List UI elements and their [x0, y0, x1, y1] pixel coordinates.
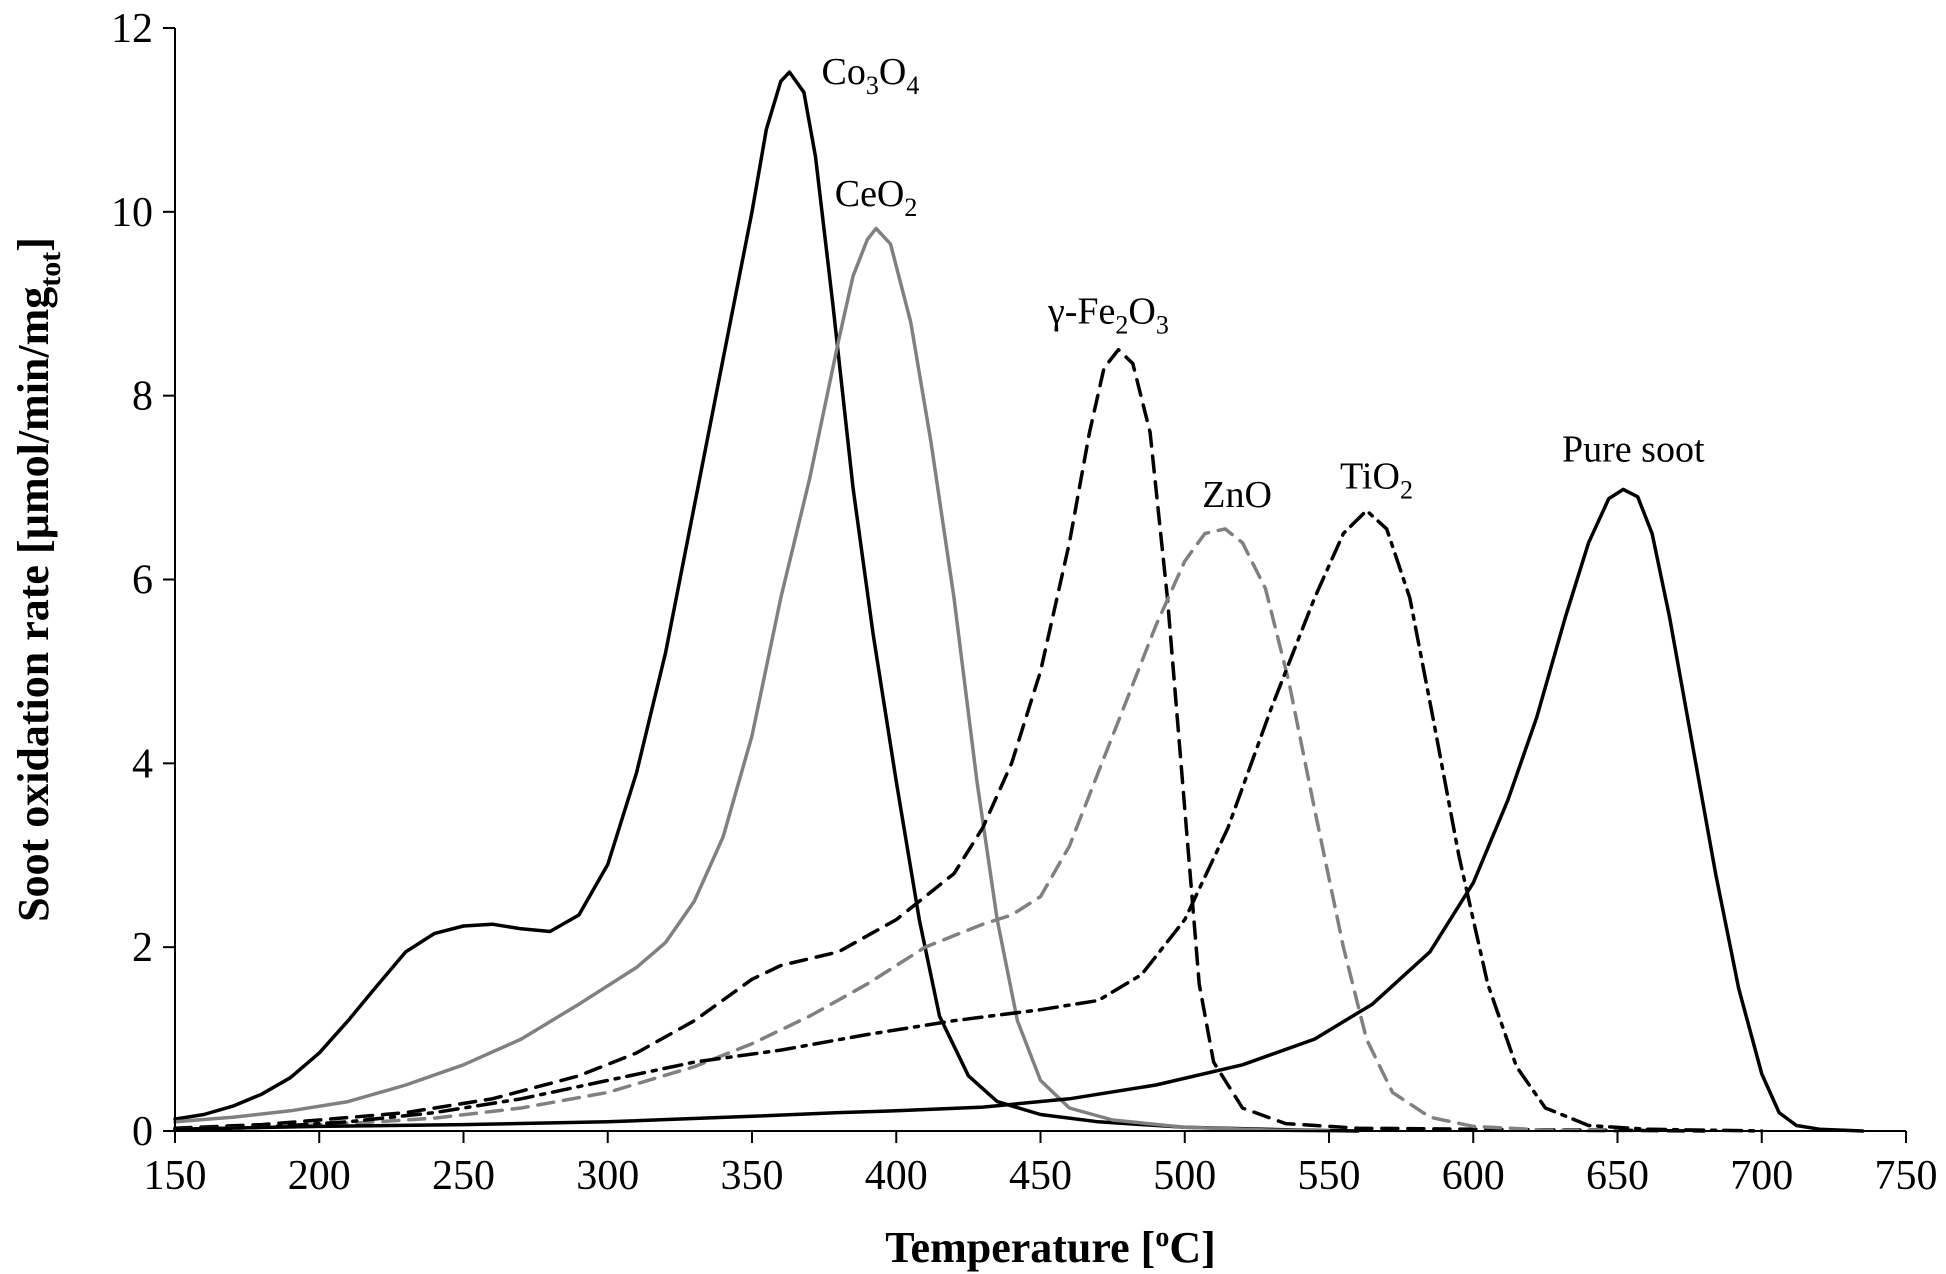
series-label-0: Co3O4 — [822, 51, 920, 100]
series-label-3: ZnO — [1202, 474, 1272, 516]
series-label-part: 2 — [904, 193, 917, 222]
x-axis-title: Temperature [oC] — [885, 1222, 1216, 1272]
series-label-part: 4 — [906, 71, 919, 100]
y-tick-label: 10 — [111, 190, 153, 236]
y-axis-title: Soot oxidation rate [µmol/min/mgtot] — [9, 237, 67, 922]
series-label-part: 3 — [1156, 311, 1169, 340]
y-tick-label: 4 — [132, 741, 153, 787]
x-tick-label: 300 — [576, 1153, 639, 1199]
x-tick-label: 750 — [1875, 1153, 1938, 1199]
axes-group: 0 2 4 6 8 10 12 150 200 250 300 350 400 450 500 550 600 6… — [9, 6, 1938, 1272]
series-label-5: Pure soot — [1562, 428, 1705, 470]
series-line-2 — [173, 347, 1706, 1133]
x-tick-label: 150 — [144, 1153, 207, 1199]
series-line-4 — [173, 508, 1764, 1133]
y-axis-title-sub: tot — [34, 252, 67, 287]
series-label-1: CeO2 — [835, 173, 918, 222]
series-label-part: 2 — [1115, 311, 1128, 340]
x-tick-label: 450 — [1009, 1153, 1072, 1199]
y-tick-label: 0 — [132, 1109, 153, 1155]
series-line-1 — [173, 226, 1331, 1133]
series-label-part: TiO — [1340, 456, 1400, 498]
x-axis-title-sup: o — [1155, 1222, 1169, 1253]
y-axis-title-end: ] — [9, 237, 58, 252]
series-label-part: 2 — [1400, 476, 1413, 505]
x-tick-label: 650 — [1586, 1153, 1649, 1199]
series-label-part: Co — [822, 51, 866, 93]
series-label-part: Pure soot — [1562, 428, 1705, 470]
x-tick-label: 700 — [1730, 1153, 1793, 1199]
x-tick-label: 350 — [721, 1153, 784, 1199]
series-label-part: ZnO — [1202, 474, 1272, 516]
series-line-5 — [173, 487, 1865, 1133]
series-label-part: CeO — [835, 173, 905, 215]
series-group — [173, 70, 1865, 1133]
x-axis-title-main: Temperature [ — [885, 1223, 1155, 1272]
y-tick-label: 2 — [132, 925, 153, 971]
series-line-3 — [173, 527, 1620, 1133]
y-tick-label: 8 — [132, 374, 153, 420]
y-tick-label: 12 — [111, 6, 153, 52]
x-tick-label: 550 — [1298, 1153, 1361, 1199]
y-tick-label: 6 — [132, 558, 153, 604]
series-line-0 — [173, 70, 1360, 1133]
x-tick-label: 250 — [432, 1153, 495, 1199]
series-label-part: γ-Fe — [1047, 291, 1115, 333]
x-tick-label: 600 — [1442, 1153, 1505, 1199]
x-tick-label: 200 — [288, 1153, 351, 1199]
x-tick-label: 400 — [865, 1153, 928, 1199]
series-label-part: O — [1128, 291, 1155, 333]
series-label-part: O — [879, 51, 906, 93]
series-label-part: 3 — [866, 71, 879, 100]
series-label-4: TiO2 — [1340, 456, 1413, 505]
x-axis-title-end: C] — [1169, 1223, 1215, 1272]
x-tick-label: 500 — [1153, 1153, 1216, 1199]
series-label-2: γ-Fe2O3 — [1047, 291, 1169, 340]
y-axis-title-main: Soot oxidation rate [µmol/min/mg — [9, 287, 58, 922]
